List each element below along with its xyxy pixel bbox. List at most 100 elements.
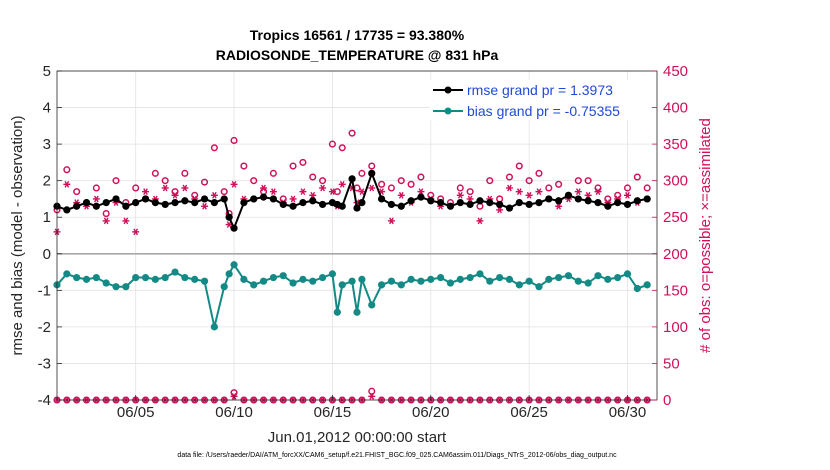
rmse-point <box>446 202 455 210</box>
obs-possible-marker <box>594 184 602 192</box>
obs-possible-marker <box>505 173 514 181</box>
obs-assimilated-marker <box>397 191 405 199</box>
rmse-point <box>181 197 189 205</box>
obs-assimilated-marker <box>171 191 179 199</box>
obs-possible-marker <box>328 140 336 148</box>
asterisk-stroke <box>457 191 463 199</box>
y-tick-label: -1 <box>38 282 51 299</box>
bias-point <box>279 272 287 280</box>
obs-possible-marker <box>171 188 179 196</box>
bias-point <box>338 281 346 289</box>
bias-point <box>377 281 386 289</box>
obs-possible-marker <box>555 180 563 188</box>
bias-point <box>584 279 592 287</box>
obs-assimilated-marker <box>260 184 268 192</box>
rmse-point <box>269 195 277 203</box>
rmse-point <box>584 197 592 205</box>
obs-possible-marker <box>584 177 592 185</box>
y2-tick-label: 450 <box>663 63 688 80</box>
bias-point <box>122 283 130 291</box>
asterisk-stroke <box>526 191 532 199</box>
asterisk-stroke <box>300 188 306 196</box>
obs-assimilated-marker <box>181 184 189 192</box>
asterisk-stroke <box>497 206 502 214</box>
rmse-point <box>427 197 435 205</box>
rmse-point <box>505 204 514 212</box>
x-tick-label: 06/05 <box>117 404 155 421</box>
asterisk-stroke <box>231 180 237 188</box>
obs-assimilated-marker <box>555 202 563 210</box>
rmse-point <box>122 202 130 210</box>
x-tick-label: 06/10 <box>215 404 253 421</box>
obs-possible-marker <box>210 144 218 152</box>
y-tick-label: 4 <box>43 100 51 117</box>
bias-point <box>151 275 159 283</box>
asterisk-stroke <box>290 195 296 203</box>
bias-point <box>225 270 233 278</box>
rmse-point <box>73 202 81 210</box>
asterisk-stroke <box>536 188 542 196</box>
obs-possible-marker <box>112 177 120 185</box>
asterisk-stroke <box>516 188 522 196</box>
asterisk-stroke <box>123 217 129 225</box>
obs-possible-marker <box>220 188 228 196</box>
rmse-point <box>289 202 297 210</box>
rmse-point <box>230 224 238 232</box>
bias-point <box>318 273 327 282</box>
plot-frame <box>56 70 658 401</box>
obs-possible-marker <box>319 177 327 185</box>
y2-tick-label: 200 <box>663 246 688 263</box>
rmse-point <box>358 199 366 207</box>
bias-point <box>141 273 150 282</box>
bias-point <box>289 279 297 287</box>
obs-possible-marker <box>623 184 632 192</box>
bias-point <box>368 301 376 309</box>
legend-rmse-marker <box>444 86 452 94</box>
obs-assimilated-marker <box>63 180 71 188</box>
obs-assimilated-marker <box>574 188 582 196</box>
rmse-point <box>225 213 233 221</box>
asterisk-stroke <box>595 188 601 196</box>
bias-point <box>333 308 341 316</box>
rmse-point <box>476 197 484 205</box>
legend-bias-label: bias grand pr = -0.75355 <box>467 103 620 119</box>
x-tick-label: 06/30 <box>609 404 647 421</box>
rmse-point <box>151 199 159 207</box>
bias-point <box>407 275 415 283</box>
y2-tick-label: 50 <box>663 355 680 372</box>
asterisk-stroke <box>310 191 316 199</box>
obs-assimilated-marker <box>132 228 140 236</box>
obs-assimilated-marker <box>309 191 317 199</box>
legend-bias-marker <box>444 107 452 115</box>
bias-point <box>102 279 110 287</box>
obs-assimilated-marker <box>515 188 523 196</box>
bias-point <box>505 275 514 283</box>
rmse-point <box>387 200 396 209</box>
obs-possible-marker <box>545 184 553 192</box>
obs-zero-possible-marker <box>368 387 376 395</box>
rmse-point <box>377 195 386 203</box>
rmse-point <box>574 195 582 203</box>
obs-assimilated-marker <box>623 191 631 199</box>
obs-possible-marker <box>230 136 238 145</box>
asterisk-stroke <box>575 188 581 196</box>
rmse-point <box>102 199 110 207</box>
y-tick-label: -2 <box>38 319 51 336</box>
obs-assimilated-marker <box>161 184 169 192</box>
obs-assimilated-marker <box>102 217 110 225</box>
bias-point <box>476 270 484 278</box>
obs-possible-marker <box>63 166 71 174</box>
asterisk-stroke <box>64 180 70 188</box>
asterisk-stroke <box>320 184 325 192</box>
rmse-point <box>437 199 445 207</box>
bias-point <box>191 275 199 283</box>
bias-point <box>437 273 445 282</box>
bias-point <box>535 283 543 291</box>
obs-possible-marker <box>348 129 356 137</box>
bias-point <box>417 277 425 285</box>
bias-point <box>132 273 140 282</box>
obs-possible-marker <box>161 177 169 185</box>
obs-assimilated-marker <box>594 188 602 196</box>
obs-assimilated-marker <box>387 217 395 225</box>
rmse-point <box>525 200 533 209</box>
